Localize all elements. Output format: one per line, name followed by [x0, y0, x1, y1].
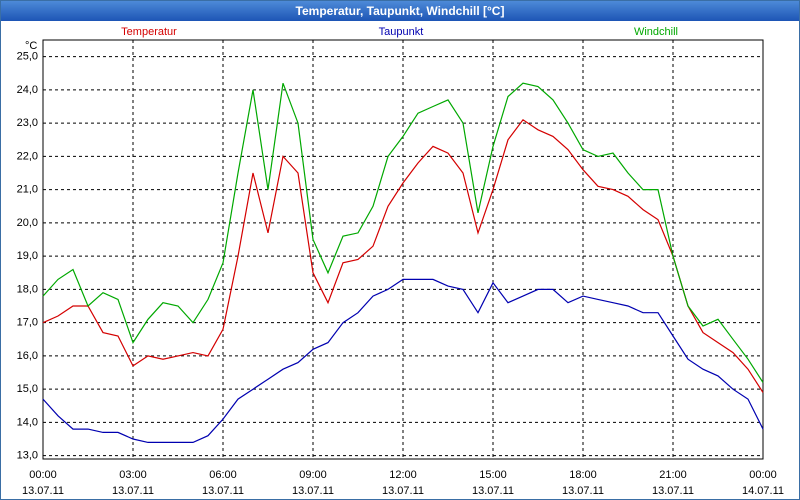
series-line — [42, 82, 764, 383]
plot-frame — [42, 39, 764, 460]
x-tick-label: 21:00 — [659, 469, 687, 481]
x-tick-date: 13.07.11 — [652, 485, 694, 497]
x-tick-label: 18:00 — [569, 469, 597, 481]
x-tick-date: 13.07.11 — [112, 485, 154, 497]
x-tick-label: 00:00 — [749, 469, 777, 481]
y-tick-label: 25,0 — [17, 51, 38, 63]
x-tick-date: 13.07.11 — [562, 485, 604, 497]
x-tick-date: 13.07.11 — [382, 485, 424, 497]
x-tick-date: 13.07.11 — [202, 485, 244, 497]
x-tick-date: 13.07.11 — [22, 485, 64, 497]
x-tick-label: 15:00 — [479, 469, 507, 481]
y-tick-label: 14,0 — [17, 416, 38, 428]
chart: °C 13,0 14,0 15,0 16,0 17,0 18,0 19,0 20,0 21,0 2… — [17, 26, 784, 497]
y-tick-label: 16,0 — [17, 350, 38, 362]
x-tick-date: 14.07.11 — [742, 485, 784, 497]
y-tick-label: 21,0 — [17, 184, 38, 196]
y-tick-label: 19,0 — [17, 250, 38, 262]
x-tick-date: 13.07.11 — [472, 485, 514, 497]
y-tick-label: 20,0 — [17, 217, 38, 229]
x-tick-label: 03:00 — [119, 469, 147, 481]
series-line — [42, 278, 764, 443]
y-tick-label: 22,0 — [17, 150, 38, 162]
y-tick-label: 18,0 — [17, 283, 38, 295]
y-tick-label: 15,0 — [17, 383, 38, 395]
x-tick-label: 06:00 — [209, 469, 237, 481]
series-line — [42, 118, 764, 393]
x-tick-label: 09:00 — [299, 469, 327, 481]
x-tick-label: 00:00 — [29, 469, 57, 481]
title-bar: Temperatur, Taupunkt, Windchill [°C] — [1, 1, 799, 21]
y-tick-label: 24,0 — [17, 84, 38, 96]
x-tick-date: 13.07.11 — [292, 485, 334, 497]
y-unit: °C — [25, 40, 37, 52]
y-tick-label: 13,0 — [17, 450, 38, 462]
y-tick-label: 17,0 — [17, 317, 38, 329]
legend-entry: Temperatur — [121, 26, 177, 38]
y-tick-label: 23,0 — [17, 117, 38, 129]
legend-entry: Taupunkt — [379, 26, 424, 38]
legend-entry: Windchill — [634, 26, 678, 38]
x-tick-label: 12:00 — [389, 469, 417, 481]
